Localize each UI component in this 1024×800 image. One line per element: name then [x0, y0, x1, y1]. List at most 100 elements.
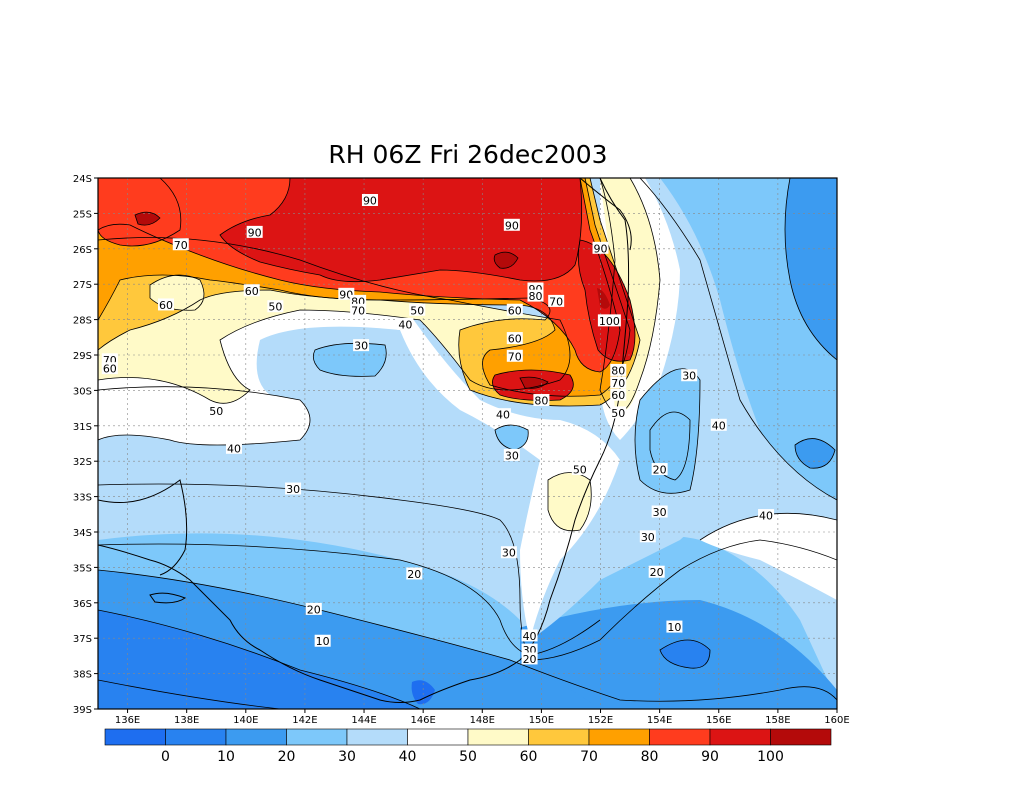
contour-label: 60	[508, 333, 522, 346]
colorbar-swatch	[709, 728, 771, 746]
colorbar	[104, 728, 832, 746]
lat-tick-label: 38S	[73, 670, 92, 681]
tasmania-coast	[149, 592, 187, 604]
lon-tick-label: 136E	[115, 715, 140, 726]
contour-label: 30	[682, 370, 696, 383]
contour-label: 50	[573, 464, 587, 477]
contour-label: 20	[650, 566, 664, 579]
contour-label-bg	[610, 388, 627, 401]
contour-label-bg	[610, 406, 627, 419]
band-80-90-west	[98, 178, 181, 246]
contour-label-bg	[350, 303, 367, 316]
coastline	[98, 178, 630, 703]
contour-label-bg	[571, 463, 588, 476]
colorbar-label: 80	[641, 749, 659, 765]
contour-label-bg	[639, 530, 656, 543]
colorbar-swatch	[528, 728, 590, 746]
contour-label-bg	[506, 303, 523, 316]
contour-label: 40	[227, 442, 241, 455]
contour-label: 80	[534, 395, 548, 408]
contour-label: 60	[245, 285, 259, 298]
contour-label: 70	[549, 295, 563, 308]
contour-label: 50	[268, 301, 282, 314]
colorbar-swatch	[346, 728, 408, 746]
contour-label: 60	[159, 299, 173, 312]
east-blob-10-20	[795, 438, 835, 469]
contour-label-bg	[506, 332, 523, 345]
lat-tick-label: 35S	[73, 563, 92, 574]
contour-label-bg	[361, 194, 378, 207]
contour-label-bg	[503, 218, 520, 231]
contour-label: 20	[307, 603, 321, 616]
lon-tick-label: 148E	[470, 715, 495, 726]
contour-label-bg	[533, 394, 550, 407]
lon-tick-label: 160E	[824, 715, 849, 726]
blob-20-30-central	[313, 343, 387, 377]
blob-20-30-south	[495, 425, 529, 450]
contour-label: 40	[523, 630, 537, 643]
contour-label: 80	[528, 290, 542, 303]
contour-label: 30	[286, 483, 300, 496]
contour-label: 60	[508, 304, 522, 317]
lat-tick-label: 28S	[73, 316, 92, 327]
band-90-100-west	[135, 212, 160, 226]
lat-tick-label: 27S	[73, 280, 92, 291]
colorbar-label: 70	[580, 749, 598, 765]
contour-label-bg	[521, 629, 538, 642]
colorbar-label: 90	[701, 749, 719, 765]
contour-label-bg	[267, 300, 284, 313]
contour-label-bg	[527, 289, 544, 302]
contour-label-bg	[710, 418, 727, 431]
contour-label: 20	[653, 464, 667, 477]
lat-tick-label: 26S	[73, 245, 92, 256]
contour-label-bg	[521, 652, 538, 665]
contour-label: 30	[502, 547, 516, 560]
contour-label: 90	[363, 195, 377, 208]
contour-label: 70	[351, 304, 365, 317]
contour-label: 60	[103, 363, 117, 376]
lon-tick-label: 138E	[174, 715, 199, 726]
lat-tick-label: 32S	[73, 457, 92, 468]
contour-label-bg	[409, 303, 426, 316]
contour-label: 70	[611, 377, 625, 390]
colorbar-swatch	[165, 728, 227, 746]
rh-shaded-fields	[98, 178, 837, 709]
contour-label-bg	[285, 482, 302, 495]
colorbar-label: 10	[217, 749, 235, 765]
contour-label-bg	[225, 441, 242, 454]
contour-label-bg	[305, 602, 322, 615]
contour-label-bg	[651, 463, 668, 476]
contour-label-bg	[597, 314, 621, 327]
colorbar-label: 50	[459, 749, 477, 765]
contour-label-bg	[353, 339, 370, 352]
contour-label-bg	[681, 369, 698, 382]
se-10-20	[480, 600, 837, 709]
lat-tick-labels: 24S 25S 26S 27S 28S 29S 30S 31S 32S 33S 34S 35S 36S 3…	[73, 174, 98, 716]
contour-label: 90	[248, 226, 262, 239]
se-white	[700, 513, 837, 600]
contour-label: 20	[523, 653, 537, 666]
yellow-blob	[548, 472, 592, 531]
blob-20-30-east	[635, 368, 700, 494]
contour-label: 20	[407, 568, 421, 581]
contour-label-bg	[592, 241, 609, 254]
lat-tick-label: 37S	[73, 634, 92, 645]
lat-tick-label: 34S	[73, 528, 92, 539]
lat-tick-label: 39S	[73, 705, 92, 716]
lon-tick-label: 144E	[351, 715, 376, 726]
contour-label: 50	[410, 304, 424, 317]
contour-label: 30	[354, 340, 368, 353]
contour-label: 40	[712, 419, 726, 432]
colorbar-label: 20	[278, 749, 296, 765]
contour-label-bg	[758, 509, 775, 522]
contour-label: 60	[611, 389, 625, 402]
lat-tick-label: 29S	[73, 351, 92, 362]
colorbar-swatch	[104, 728, 166, 746]
contour-label-bg	[648, 565, 665, 578]
colorbar-swatch	[467, 728, 529, 746]
contour-label: 40	[398, 318, 412, 331]
contour-label: 80	[611, 364, 625, 377]
colorbar-swatch	[286, 728, 348, 746]
